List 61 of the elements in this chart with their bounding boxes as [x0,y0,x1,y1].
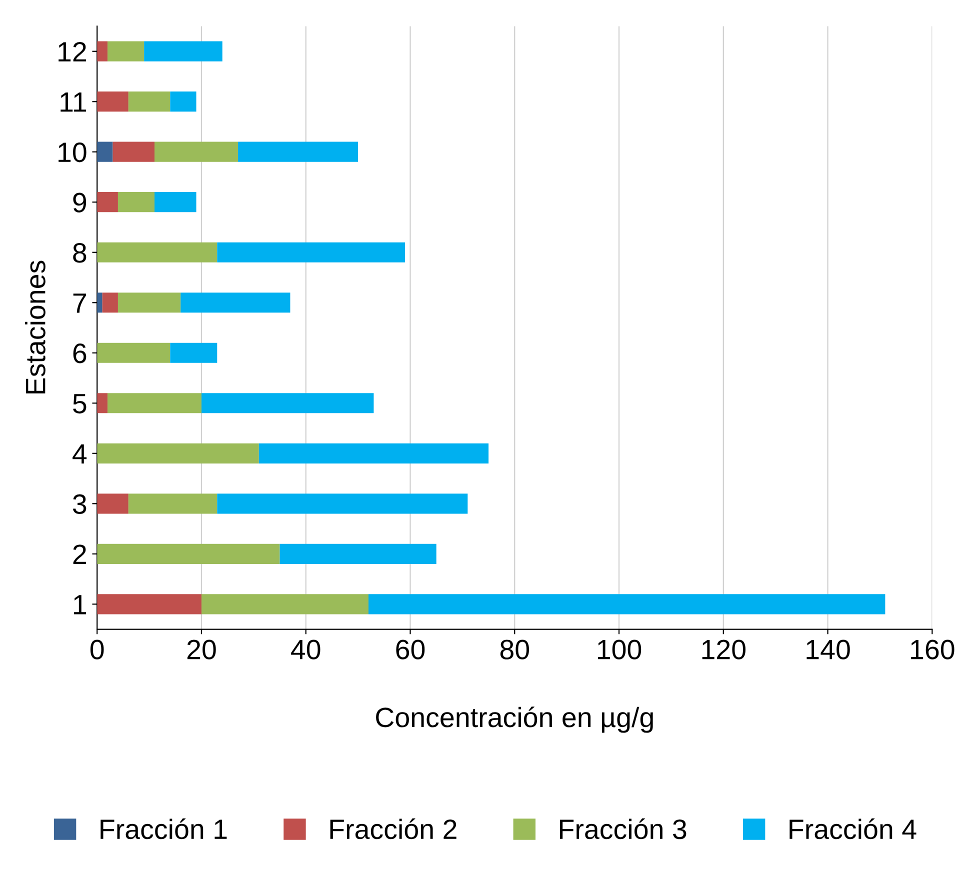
bar [201,594,368,614]
bar [97,393,108,414]
legend-label: Fracción 2 [330,818,456,840]
bar [144,41,222,62]
y-tick-label: 1 [74,595,86,614]
legend-label: Fracción 3 [560,818,686,840]
bar [118,192,155,212]
x-tick-label: 140 [806,640,850,660]
bar [170,342,218,363]
y-tick-label: 11 [60,92,86,112]
x-axis-title: Concentración en µg/g [376,706,653,733]
legend-label: Fracción 1 [100,818,227,840]
bar [97,443,259,464]
y-tick-label: 8 [73,243,86,263]
bar [97,41,108,62]
bar [97,594,202,614]
y-tick-label: 3 [72,494,86,514]
y-tick-label: 12 [58,42,86,62]
bar [97,142,113,162]
bar [118,292,181,313]
x-tick-label: 160 [911,640,954,660]
x-tick-label: 80 [500,640,529,660]
x-tick-label: 20 [187,640,216,660]
bar [97,192,118,212]
bar [154,192,196,212]
bar [180,292,290,313]
legend-label: Fracción 4 [790,818,916,840]
bar [154,142,238,162]
y-tick-label: 5 [73,394,86,414]
y-axis-title: Estaciones [25,260,46,394]
bar [97,92,128,112]
bar [170,92,196,112]
x-tick-label: 120 [702,640,746,660]
bar [97,242,218,262]
y-tick-label: 10 [58,142,86,162]
bar [217,494,468,514]
bar [368,594,886,614]
bar [97,494,128,514]
bar [102,292,118,313]
bar [97,544,280,564]
bar [201,393,374,414]
y-tick-label: 9 [73,192,86,212]
bar [258,443,489,464]
x-tick-label: 60 [396,640,425,660]
x-tick-label: 40 [291,640,320,660]
bar [280,544,436,564]
y-tick-label: 2 [73,544,86,564]
bar [112,142,155,162]
x-tick-label: 100 [598,640,642,660]
y-tick-label: 7 [73,294,86,313]
bar [238,142,358,162]
bar [128,92,170,112]
bar [97,292,102,313]
bar [108,41,144,62]
x-tick-label: 0 [90,640,104,660]
bar [97,342,170,363]
y-tick-label: 6 [73,344,86,364]
bar [108,393,202,414]
y-tick-label: 4 [72,444,87,464]
bar [217,242,406,262]
bar [128,494,218,514]
